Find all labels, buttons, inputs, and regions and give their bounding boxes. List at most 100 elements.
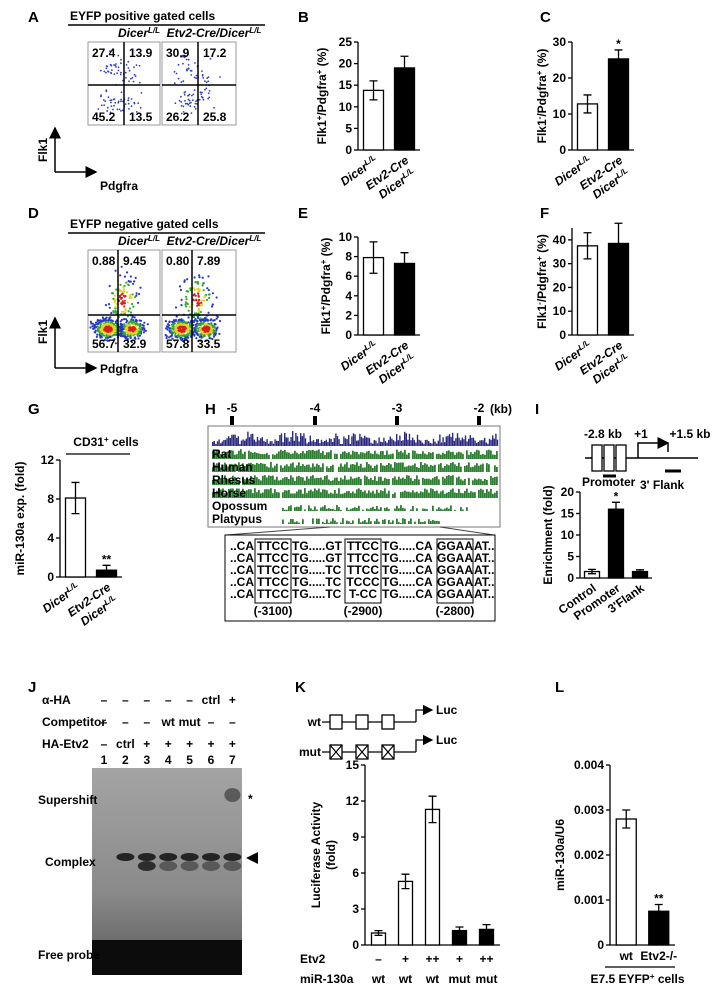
conservation-peak xyxy=(464,435,467,446)
conservation-peak xyxy=(368,509,370,511)
conservation-peak xyxy=(466,507,468,511)
event-dot xyxy=(109,63,112,66)
conservation-peak xyxy=(400,505,402,511)
event-dot xyxy=(134,295,137,299)
conservation-peak xyxy=(394,476,396,485)
event-dot xyxy=(199,329,202,333)
y-tick-label: 0 xyxy=(559,328,566,342)
event-dot xyxy=(179,322,183,325)
conservation-peak xyxy=(368,479,370,485)
conservation-peak xyxy=(388,454,390,459)
conservation-peak xyxy=(272,475,274,485)
event-dot xyxy=(197,299,200,302)
condition-value: wt xyxy=(371,972,385,986)
conservation-peak xyxy=(232,488,234,498)
conservation-peak xyxy=(354,478,356,485)
conservation-peak xyxy=(464,491,466,498)
conservation-peak xyxy=(334,453,336,459)
conservation-peak xyxy=(450,462,452,472)
conservation-peak xyxy=(338,507,340,511)
conservation-peak xyxy=(260,438,262,446)
error-bar xyxy=(614,222,623,265)
event-dot xyxy=(184,102,187,105)
conservation-peak xyxy=(430,464,432,472)
conservation-peak xyxy=(232,464,234,472)
event-dot xyxy=(210,305,214,308)
conservation-peak xyxy=(466,465,468,472)
y-tick-label: 6 xyxy=(345,269,352,283)
conservation-peak xyxy=(304,453,306,459)
conservation-peak xyxy=(496,439,499,446)
conservation-peak xyxy=(306,476,308,485)
event-dot xyxy=(200,299,203,302)
event-dot xyxy=(195,299,198,302)
conservation-peak xyxy=(317,439,319,446)
conservation-peak xyxy=(442,467,444,472)
conservation-peak xyxy=(288,506,290,511)
conservation-peak xyxy=(454,509,456,511)
significance: ** xyxy=(654,892,664,906)
event-dot xyxy=(109,316,112,319)
conservation-peak xyxy=(284,449,286,459)
conservation-peak xyxy=(378,492,380,498)
conservation-peak xyxy=(434,476,436,485)
conservation-peak xyxy=(407,439,409,446)
event-dot xyxy=(100,104,103,107)
y-axis-label-part: + xyxy=(535,256,544,261)
complex-band xyxy=(180,853,199,861)
event-dot xyxy=(133,316,136,319)
conservation-peak xyxy=(222,479,224,485)
event-dot xyxy=(180,112,183,115)
conservation-peak xyxy=(294,450,296,459)
conservation-peak xyxy=(308,450,310,459)
event-dot xyxy=(118,108,121,111)
conservation-peak xyxy=(442,476,444,485)
conservation-peak xyxy=(262,454,264,459)
conservation-peak xyxy=(304,509,306,511)
conservation-peak xyxy=(266,477,268,485)
conservation-peak xyxy=(314,488,316,498)
event-dot xyxy=(173,322,176,325)
event-dot xyxy=(173,339,176,342)
event-dot xyxy=(179,288,182,292)
conservation-peak xyxy=(306,450,308,459)
conservation-peak xyxy=(316,439,318,446)
conservation-peak xyxy=(418,467,420,472)
conservation-peak xyxy=(436,490,438,498)
event-dot xyxy=(204,80,206,82)
event-dot xyxy=(126,301,129,304)
event-dot xyxy=(197,295,200,298)
conservation-peak xyxy=(277,441,279,446)
conservation-peak xyxy=(438,493,440,498)
event-dot xyxy=(178,327,182,330)
conservation-peak xyxy=(386,493,388,498)
conservation-peak xyxy=(310,489,312,498)
event-dot xyxy=(187,67,190,70)
conservation-peak xyxy=(288,441,291,446)
event-dot xyxy=(137,328,140,331)
event-dot xyxy=(129,311,133,314)
event-dot xyxy=(146,323,149,326)
conservation-peak xyxy=(378,521,380,524)
y-tick-label: 10 xyxy=(339,230,353,244)
conservation-peak xyxy=(314,466,316,472)
event-dot xyxy=(201,70,203,72)
conservation-peak xyxy=(242,463,244,472)
event-dot xyxy=(112,333,115,336)
event-dot xyxy=(215,296,218,299)
conservation-peak xyxy=(464,478,466,485)
motif: TTCC xyxy=(347,539,379,553)
conservation-peak xyxy=(344,438,347,446)
conservation-peak xyxy=(360,436,363,446)
event-dot xyxy=(197,292,200,295)
conservation-peak xyxy=(471,437,473,446)
event-dot xyxy=(138,292,141,296)
motif-box xyxy=(344,538,382,604)
conservation-peak xyxy=(238,450,240,459)
conservation-peak xyxy=(394,492,396,498)
conservation-peak xyxy=(420,491,422,498)
conservation-peak xyxy=(356,477,358,485)
conservation-peak xyxy=(279,435,281,446)
complex-smear xyxy=(137,861,156,871)
conservation-peak xyxy=(442,452,444,459)
